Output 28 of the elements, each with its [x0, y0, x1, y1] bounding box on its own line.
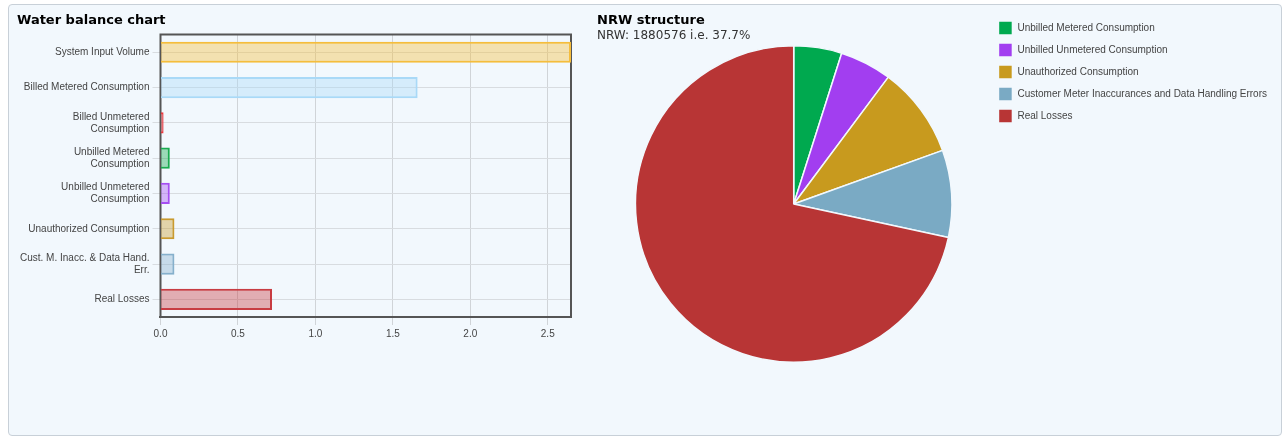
x-tick-label: 2.5: [540, 327, 556, 339]
legend-label: Unauthorized Consumption: [1017, 65, 1139, 77]
y-tick-label: Unauthorized Consumption: [28, 222, 150, 234]
bar: [161, 182, 170, 205]
legend-label: Real Losses: [1017, 109, 1073, 121]
x-tick-label: 2.0: [463, 327, 478, 339]
chart-title: NRW structure: [597, 12, 705, 28]
y-tick-label: Real Losses: [94, 293, 150, 305]
legend-label: Unbilled Unmetered Consumption: [1017, 43, 1168, 55]
bar: [161, 147, 170, 169]
y-tick-label: Cust. M. Inacc. & Data Hand. Err.: [20, 251, 150, 275]
y-tick-label: Billed Metered Consumption: [23, 81, 150, 93]
x-tick-label: 1.5: [385, 327, 401, 339]
bar: [161, 253, 175, 275]
y-tick-label: Unbilled Unmetered Consumption: [61, 181, 150, 205]
legend-label: Unbilled Metered Consumption: [1017, 21, 1155, 33]
y-tick-label: System Input Volume: [55, 46, 150, 57]
bar: [161, 288, 273, 310]
y-tick-label: Billed Unmetered Consumption: [72, 110, 150, 134]
y-tick-label: Unbilled Metered Consumption: [73, 145, 150, 169]
x-tick-label: 0.5: [231, 327, 246, 339]
chart-title: Water balance chart: [17, 12, 166, 28]
text: NRW: 1880576 i.e. 37.7%: [597, 27, 751, 42]
legend-label: Customer Meter Inaccurances and Data Handling Errors: [1017, 87, 1268, 99]
x-tick-label: 0.0: [153, 327, 168, 339]
x-tick-label: 1.0: [308, 327, 323, 339]
bar: [161, 76, 418, 99]
bar: [161, 218, 175, 240]
